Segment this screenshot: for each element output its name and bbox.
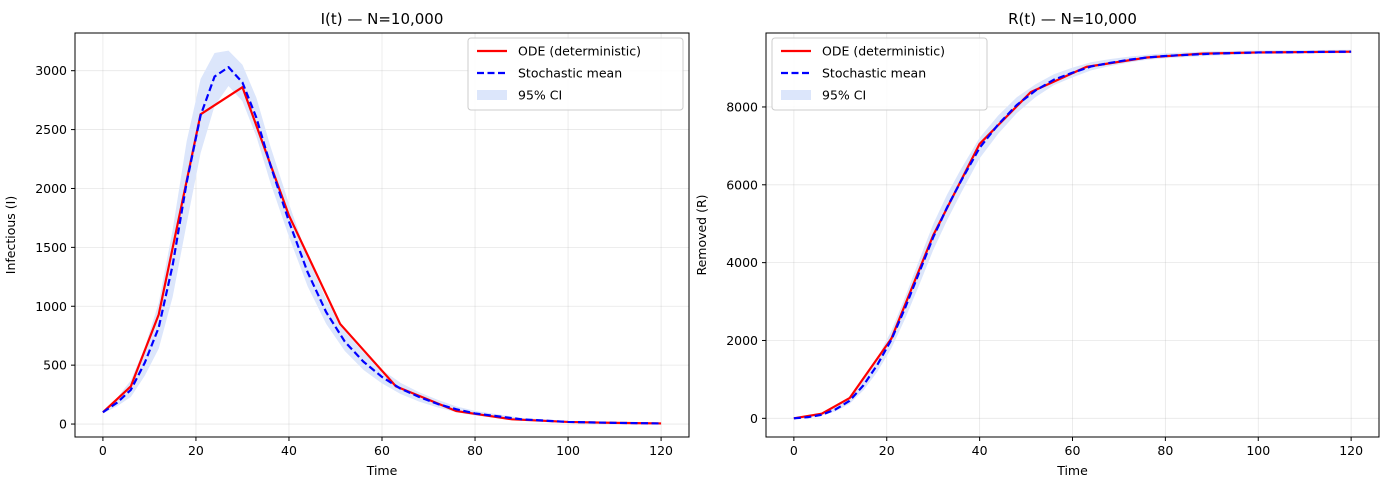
x-tick-label: 0 [790,443,798,458]
x-axis-label: Time [1056,463,1088,478]
y-tick-label: 2000 [35,181,67,196]
y-tick-label: 500 [43,358,67,373]
x-tick-label: 60 [1065,443,1081,458]
y-tick-label: 4000 [726,255,758,270]
x-tick-label: 0 [99,443,107,458]
legend-swatch-band [477,90,507,100]
legend-label: ODE (deterministic) [518,44,641,59]
y-tick-label: 2500 [35,122,67,137]
x-tick-label: 80 [1157,443,1173,458]
y-tick-label: 0 [59,417,67,432]
x-tick-label: 100 [1246,443,1270,458]
y-tick-label: 2000 [726,333,758,348]
y-tick-label: 3000 [35,63,67,78]
legend-box [771,37,988,111]
chart-panel-2: 0 20 40 60 80 100 120 0 2000 4000 6000 8000 R(t) — N… [694,10,1380,478]
x-tick-label: 40 [281,443,297,458]
y-tick-label: 6000 [726,177,758,192]
chart-title: R(t) — N=10,000 [1008,10,1137,28]
y-axis-label: Removed (R) [694,194,709,275]
x-tick-label: 100 [556,443,580,458]
y-tick-label: 1000 [35,299,67,314]
x-tick-label: 120 [649,443,673,458]
x-tick-label: 40 [972,443,988,458]
legend-swatch-band [781,90,811,100]
x-tick-label: 20 [188,443,204,458]
x-tick-label: 60 [374,443,390,458]
legend-box [467,37,684,111]
legend-label: 95% CI [822,88,866,103]
x-tick-label: 20 [879,443,895,458]
y-tick-label: 0 [750,411,758,426]
legend-label: Stochastic mean [518,66,622,81]
y-tick-label: 8000 [726,99,758,114]
plot-area [102,50,662,425]
legend-label: Stochastic mean [822,66,926,81]
x-axis-label: Time [366,463,398,478]
legend-label: 95% CI [518,88,562,103]
legend: ODE (deterministic) Stochastic mean 95% CI [467,37,684,111]
legend-label: ODE (deterministic) [822,44,945,59]
y-tick-label: 1500 [35,240,67,255]
x-tick-label: 80 [467,443,483,458]
stochastic-mean-line [102,66,662,425]
plot-area [793,49,1352,420]
x-tick-label: 120 [1339,443,1363,458]
stochastic-mean-line [793,50,1352,420]
chart-title: I(t) — N=10,000 [321,10,444,28]
legend: ODE (deterministic) Stochastic mean 95% CI [771,37,988,111]
y-axis-label: Infectious (I) [3,196,18,274]
chart-panel-1: 0 20 40 60 80 100 120 0 500 1000 1500 2000 2500 3000 I… [3,10,690,478]
